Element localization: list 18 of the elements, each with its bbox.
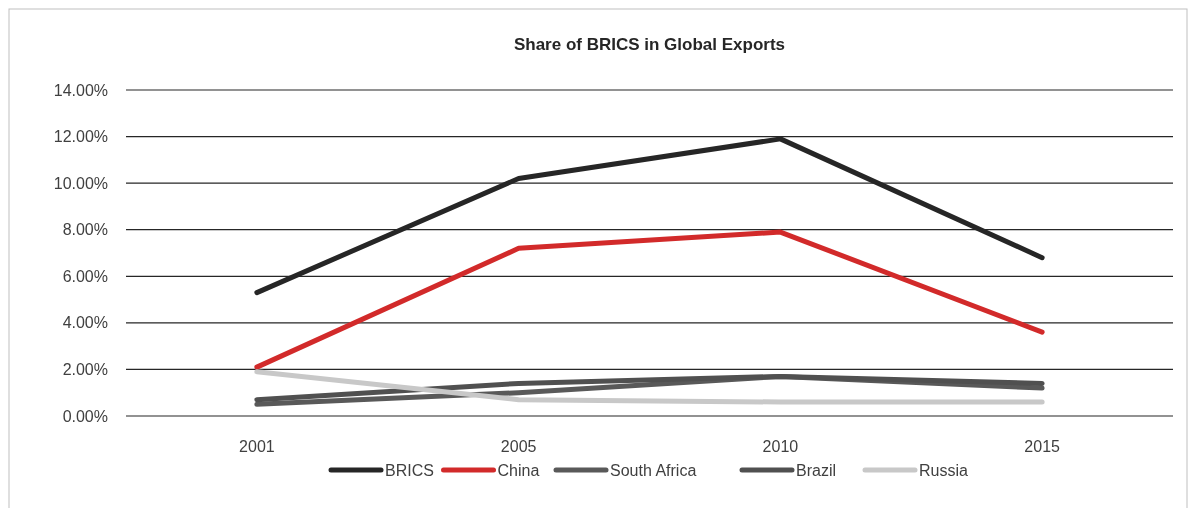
chart-title: Share of BRICS in Global Exports — [513, 35, 786, 54]
legend-label: BRICS — [385, 461, 434, 479]
y-tick-label: 10.00% — [53, 174, 108, 192]
y-tick-label: 12.00% — [53, 128, 108, 146]
x-tick-label: 2010 — [762, 438, 799, 455]
x-tick-label: 2001 — [239, 438, 275, 455]
y-tick-label: 6.00% — [62, 267, 108, 285]
y-tick-label: 0.00% — [62, 407, 108, 425]
y-tick-label: 14.00% — [53, 81, 108, 99]
y-tick-label: 2.00% — [62, 361, 108, 379]
legend-label: China — [497, 461, 540, 479]
y-tick-label: 8.00% — [62, 221, 108, 239]
legend-label: Russia — [919, 461, 969, 479]
y-tick-label: 4.00% — [62, 314, 108, 332]
legend-label: Brazil — [796, 461, 837, 479]
x-tick-label: 2015 — [1024, 438, 1061, 455]
legend-label: South Africa — [610, 461, 697, 479]
x-tick-label: 2005 — [500, 438, 537, 455]
